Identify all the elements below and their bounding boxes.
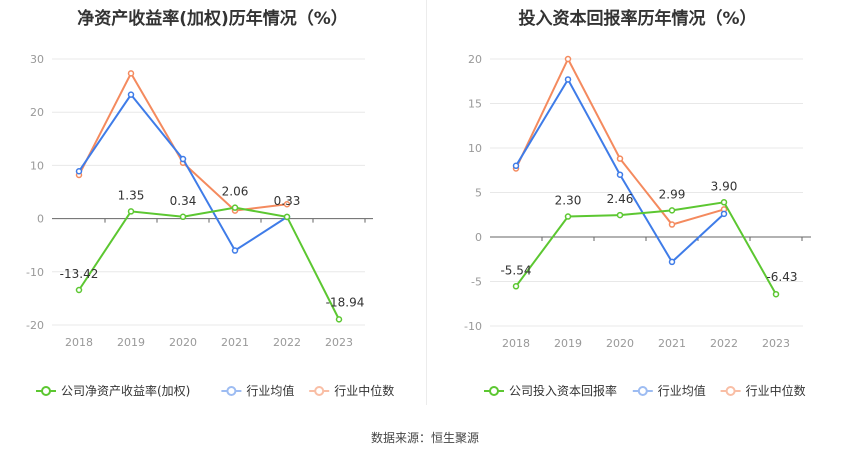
x-tick-label: 2022 xyxy=(273,336,301,349)
data-point-industry_avg xyxy=(231,247,239,254)
y-tick-label: 10 xyxy=(468,142,482,155)
data-point-company xyxy=(335,316,343,323)
data-point-company xyxy=(564,213,572,220)
x-tick-label: 2023 xyxy=(762,337,790,350)
x-tick-label: 2018 xyxy=(502,337,530,350)
roic-chart-panel: 投入资本回报率历年情况（%） -10 -5 0 5 10 15 20 2018 2019 2020… xyxy=(425,0,850,410)
roe-chart-panel: 净资产收益率(加权)历年情况（%） -20 -10 0 10 20 30 2018 2019 2… xyxy=(0,0,425,410)
data-label: 1.35 xyxy=(118,188,145,202)
legend-label-industry_median[interactable]: 行业中位数 xyxy=(334,383,394,398)
data-point-industry_avg xyxy=(75,168,83,175)
data-label: -5.54 xyxy=(500,263,531,277)
legend-label-company[interactable]: 公司净资产收益率(加权) xyxy=(61,383,190,398)
data-point-company xyxy=(512,283,520,290)
data-point-industry_avg xyxy=(720,210,728,218)
y-tick-label: 0 xyxy=(475,231,482,244)
legend-label-industry_median[interactable]: 行业中位数 xyxy=(746,383,806,398)
data-point-industry_median xyxy=(283,200,291,208)
data-label: 2.30 xyxy=(555,194,582,208)
x-tick-label: 2020 xyxy=(169,336,197,349)
x-tick-label: 2023 xyxy=(325,336,353,349)
series-line-industry_avg xyxy=(515,77,725,264)
y-tick-label: 0 xyxy=(37,213,44,226)
panel-divider xyxy=(426,0,427,405)
data-point-company xyxy=(720,199,728,206)
x-tick-label: 2022 xyxy=(710,337,738,350)
data-point-company xyxy=(283,213,291,221)
data-point-company xyxy=(231,204,239,211)
roic-chart-title: 投入资本回报率历年情况（%） xyxy=(518,9,757,29)
legend-label-industry_avg[interactable]: 行业均值 xyxy=(658,383,706,398)
roe-chart: -20 -10 0 10 20 30 2018 2019 2020 2021 2022 2023 -13… xyxy=(26,53,394,398)
legend-label-company[interactable]: 公司投入资本回报率 xyxy=(509,383,617,398)
data-label: 2.46 xyxy=(607,192,634,206)
legend-marker-circle-industry_avg xyxy=(226,386,237,396)
x-tick-label: 2020 xyxy=(606,337,634,350)
y-tick-label: 15 xyxy=(468,98,482,111)
x-tick-label: 2018 xyxy=(65,336,93,349)
data-source-note: 数据来源：恒生聚源 xyxy=(370,431,479,445)
data-label: -13.42 xyxy=(60,267,99,281)
series-line-company xyxy=(515,201,777,295)
y-tick-label: -5 xyxy=(471,276,482,289)
data-label: 0.33 xyxy=(274,194,301,208)
data-point-industry_median xyxy=(127,70,135,77)
data-point-company xyxy=(75,286,83,294)
data-point-industry_median xyxy=(564,55,572,63)
data-label: 0.34 xyxy=(170,194,197,208)
data-point-company xyxy=(668,207,676,214)
data-label: 2.99 xyxy=(659,187,686,201)
data-point-industry_avg xyxy=(512,162,520,170)
y-tick-label: 30 xyxy=(30,53,44,66)
legend-label-industry_avg[interactable]: 行业均值 xyxy=(246,383,294,398)
data-point-industry_median xyxy=(668,221,676,228)
data-point-industry_avg xyxy=(616,171,624,178)
series-line-industry_avg xyxy=(78,92,288,252)
x-tick-label: 2019 xyxy=(554,337,582,350)
y-tick-label: -10 xyxy=(464,320,482,333)
data-point-industry_median xyxy=(616,155,624,162)
y-tick-label: -20 xyxy=(26,319,44,332)
legend-marker-circle-industry_median xyxy=(314,386,325,396)
data-label: 2.06 xyxy=(222,185,249,199)
data-label: -6.43 xyxy=(766,270,797,284)
legend-marker-circle-industry_median xyxy=(725,386,736,396)
y-tick-label: 20 xyxy=(30,106,44,119)
y-tick-label: 10 xyxy=(30,159,44,172)
data-point-company xyxy=(179,213,187,221)
roic-chart: -10 -5 0 5 10 15 20 2018 2019 2020 2021 2022 2023 -5.… xyxy=(464,53,811,398)
data-label: -18.94 xyxy=(326,295,365,309)
data-point-company xyxy=(127,208,135,215)
data-point-industry_avg xyxy=(179,155,187,163)
data-point-company xyxy=(772,290,780,298)
x-tick-label: 2021 xyxy=(221,336,249,349)
y-tick-label: 5 xyxy=(475,187,482,200)
roe-chart-title: 净资产收益率(加权)历年情况（%） xyxy=(77,9,348,29)
data-point-industry_avg xyxy=(564,76,572,83)
y-tick-label: 20 xyxy=(468,53,482,66)
legend-marker-circle-company xyxy=(41,386,51,396)
legend-marker-circle-company xyxy=(489,386,499,396)
data-point-company xyxy=(616,211,624,219)
x-tick-label: 2019 xyxy=(117,336,145,349)
series-line-industry_median xyxy=(78,71,288,212)
data-label: 3.90 xyxy=(711,179,738,193)
legend-marker-circle-industry_avg xyxy=(637,386,648,396)
y-tick-label: -10 xyxy=(26,266,44,279)
data-point-industry_avg xyxy=(668,258,676,266)
data-point-industry_avg xyxy=(127,91,135,98)
x-tick-label: 2021 xyxy=(658,337,686,350)
series-line-company xyxy=(78,206,340,320)
